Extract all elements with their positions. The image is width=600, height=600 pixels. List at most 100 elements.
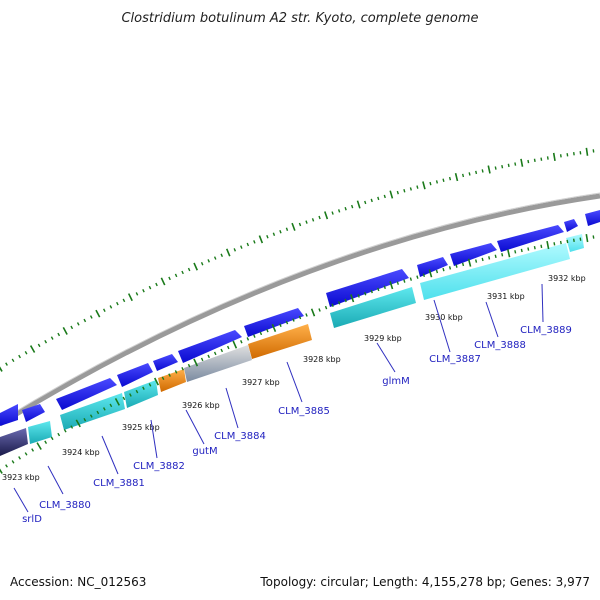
cog-segment [184, 345, 252, 382]
tick-mark [135, 389, 139, 394]
tick-mark [109, 403, 113, 408]
tick-mark [546, 240, 550, 250]
tick-mark [127, 293, 133, 302]
gene-arrow [497, 225, 564, 252]
tick-mark [298, 315, 302, 320]
tick-mark [279, 230, 282, 234]
leader-line [150, 419, 158, 459]
tick-mark [585, 147, 589, 156]
tick-mark [318, 308, 321, 312]
gene-label[interactable]: CLM_3887 [429, 354, 481, 365]
tick-mark [226, 345, 230, 350]
tick-mark [36, 442, 42, 450]
gene-label[interactable]: CLM_3888 [474, 340, 526, 351]
inner-tick-track [0, 233, 595, 474]
tick-mark [292, 318, 295, 322]
tick-mark [154, 377, 160, 386]
tick-mark [102, 308, 106, 313]
tick-mark [246, 242, 250, 247]
gene-labels: srlD CLM_3880 CLM_3881 CLM_3882 gutM CLM… [22, 325, 572, 525]
tick-mark [181, 270, 184, 275]
gene-arrow [0, 404, 18, 426]
tick-mark [18, 354, 21, 359]
kbp-label: 3932 kbp [548, 274, 586, 283]
tick-mark [168, 373, 171, 377]
tick-mark [0, 468, 3, 474]
tick-mark [383, 194, 386, 199]
tick-mark [357, 294, 360, 298]
tick-mark [240, 245, 243, 249]
tick-mark [311, 218, 315, 222]
tick-mark [102, 407, 106, 411]
cog-segment [124, 380, 158, 408]
tick-mark [44, 440, 48, 444]
gene-label[interactable]: glmM [382, 376, 410, 387]
tick-mark [475, 170, 478, 175]
tick-mark [70, 325, 74, 330]
gene-label[interactable]: CLM_3882 [133, 461, 185, 472]
tick-mark [246, 337, 250, 341]
tick-mark [285, 320, 289, 325]
gene-label[interactable]: srlD [22, 514, 42, 525]
tick-mark [494, 254, 497, 259]
tick-mark [174, 370, 178, 374]
tick-mark [50, 436, 54, 441]
leader-line [47, 465, 64, 495]
tick-mark [409, 187, 412, 191]
tick-mark [370, 198, 373, 203]
tick-mark [57, 332, 61, 337]
tick-mark [337, 209, 341, 213]
tick-mark [142, 386, 145, 390]
gene-label[interactable]: gutM [192, 446, 217, 457]
gene-arrow [450, 243, 497, 266]
gene-label[interactable]: CLM_3885 [278, 406, 330, 417]
tick-mark [116, 301, 119, 306]
tick-mark [585, 233, 589, 243]
forward-strand-genes [0, 210, 600, 426]
tick-mark [546, 156, 549, 160]
tick-mark [344, 206, 347, 211]
tick-mark [24, 452, 28, 456]
tick-mark [310, 308, 316, 317]
tick-mark [331, 303, 334, 307]
tick-mark [11, 460, 15, 464]
tick-mark [29, 345, 36, 353]
tick-mark [11, 358, 15, 363]
gene-label[interactable]: CLM_3889 [520, 325, 572, 336]
tick-mark [213, 256, 217, 260]
tick-mark [187, 363, 191, 368]
leader-line [541, 283, 544, 323]
tick-mark [285, 227, 289, 232]
kbp-label: 3925 kbp [122, 423, 160, 432]
tick-mark [50, 336, 54, 340]
tick-mark [258, 235, 264, 244]
tick-mark [305, 220, 308, 224]
tick-mark [89, 414, 93, 418]
tick-mark [324, 211, 329, 220]
tick-mark [160, 277, 166, 286]
tick-mark [207, 259, 210, 263]
tick-mark [161, 376, 165, 381]
tick-mark [514, 162, 517, 166]
tick-mark [487, 165, 491, 174]
genome-backbone-highlight [0, 192, 600, 422]
tick-mark [383, 285, 386, 290]
kbp-label: 3927 kbp [242, 378, 280, 387]
kbp-labels: 3923 kbp 3924 kbp 3925 kbp 3926 kbp 3927… [2, 274, 586, 482]
tick-mark [129, 393, 132, 397]
kbp-label: 3928 kbp [303, 355, 341, 364]
topology-text: Topology: circular; Length: 4,155,278 bp… [259, 575, 590, 589]
tick-mark [364, 200, 367, 205]
tick-mark [213, 351, 217, 356]
tick-mark [566, 239, 569, 244]
tick-mark [533, 158, 536, 163]
tick-mark [540, 244, 543, 249]
tick-mark [266, 235, 269, 239]
tick-mark [122, 396, 126, 401]
gene-arrow [585, 210, 600, 226]
gene-label[interactable]: CLM_3880 [39, 500, 91, 511]
tick-mark [331, 211, 334, 215]
gene-label[interactable]: CLM_3884 [214, 431, 266, 442]
gene-label[interactable]: CLM_3881 [93, 478, 145, 489]
